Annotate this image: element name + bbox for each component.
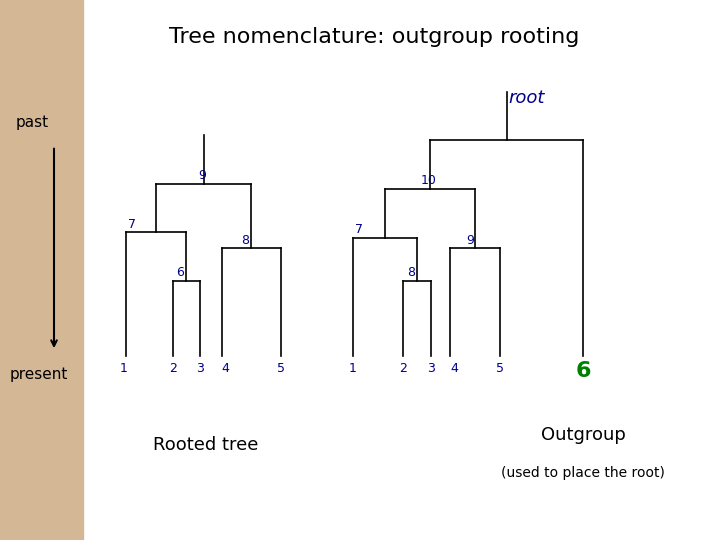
Text: 3: 3 xyxy=(427,362,434,375)
Text: 9: 9 xyxy=(466,234,474,247)
Text: 1: 1 xyxy=(349,362,356,375)
Text: 5: 5 xyxy=(276,362,285,375)
Text: present: present xyxy=(9,367,68,382)
Text: 6: 6 xyxy=(575,361,591,381)
Text: (used to place the root): (used to place the root) xyxy=(501,465,665,480)
Text: 10: 10 xyxy=(420,174,436,187)
Text: root: root xyxy=(509,89,545,107)
Text: 5: 5 xyxy=(496,362,505,375)
Text: 8: 8 xyxy=(407,266,415,279)
Text: 2: 2 xyxy=(169,362,176,375)
Text: 9: 9 xyxy=(199,169,206,182)
Text: 7: 7 xyxy=(128,218,136,231)
Text: Rooted tree: Rooted tree xyxy=(153,436,258,455)
Text: past: past xyxy=(16,114,49,130)
Text: 4: 4 xyxy=(450,362,458,375)
Text: Tree nomenclature: outgroup rooting: Tree nomenclature: outgroup rooting xyxy=(169,27,580,47)
Text: 4: 4 xyxy=(222,362,230,375)
Text: 6: 6 xyxy=(176,266,184,279)
Text: 1: 1 xyxy=(120,362,127,375)
Text: 8: 8 xyxy=(241,234,249,247)
Text: 7: 7 xyxy=(355,223,363,236)
Text: 2: 2 xyxy=(400,362,407,375)
Text: 3: 3 xyxy=(197,362,204,375)
Text: Outgroup: Outgroup xyxy=(541,426,626,444)
